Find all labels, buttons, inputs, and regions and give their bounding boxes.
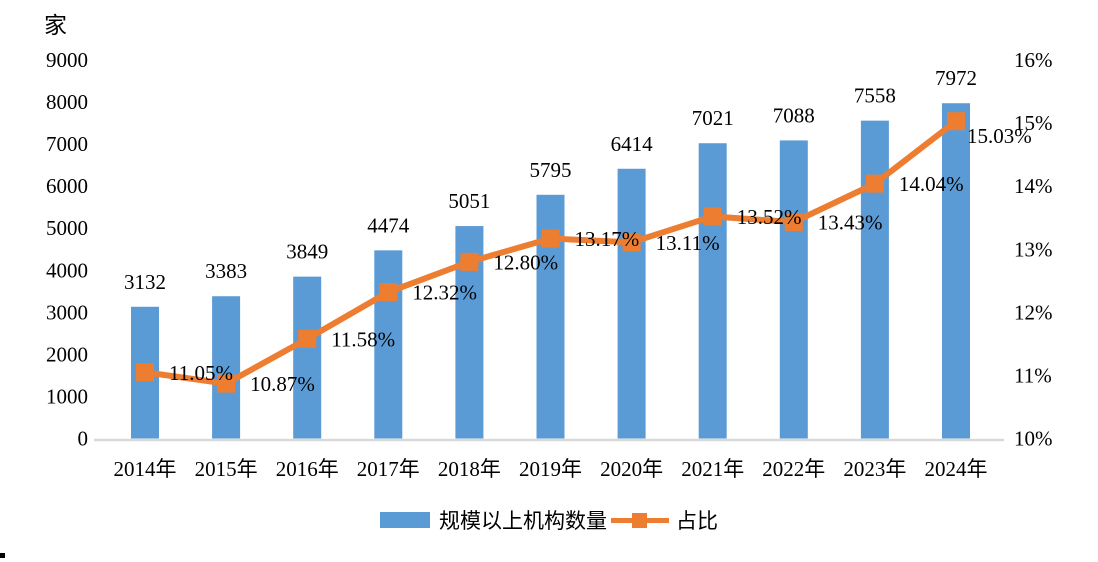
line-square-marker <box>217 374 236 393</box>
line-value-label: 14.04% <box>899 172 964 196</box>
line-square-marker <box>136 363 154 382</box>
x-axis-category-label: 2014年 <box>114 457 177 481</box>
line-square-marker <box>298 329 317 348</box>
left-axis-tick-label: 7000 <box>46 132 88 156</box>
x-axis-category-label: 2023年 <box>843 457 906 481</box>
bar-2024年 <box>942 103 970 439</box>
legend-item-bar-series: 规模以上机构数量 <box>380 505 607 535</box>
left-axis-unit-label: 家 <box>44 13 67 38</box>
x-axis-category-label: 2015年 <box>195 457 258 481</box>
line-series-label: 占比 <box>676 509 718 533</box>
right-axis-tick-label: 13% <box>1014 237 1053 261</box>
x-axis-category-label: 2018年 <box>438 457 501 481</box>
line-swatch-square-marker <box>632 512 647 528</box>
x-axis-category-label: 2022年 <box>762 457 825 481</box>
x-axis-category-label: 2016年 <box>276 457 339 481</box>
left-axis-tick-label: 2000 <box>46 342 88 366</box>
bar-value-label: 3383 <box>205 259 247 283</box>
bar-value-label: 6414 <box>611 132 654 156</box>
bar-value-label: 5795 <box>530 158 572 182</box>
line-value-label: 12.80% <box>493 250 558 274</box>
bar-value-label: 7088 <box>773 103 815 127</box>
left-axis-tick-label: 9000 <box>46 48 88 72</box>
bar-value-label: 3849 <box>286 240 328 264</box>
bar-2016年 <box>293 276 322 439</box>
bar-2023年 <box>860 120 889 439</box>
left-axis-tick-label: 4000 <box>46 258 88 282</box>
x-axis-category-label: 2017年 <box>357 457 420 481</box>
left-axis-tick-label: 6000 <box>46 174 88 198</box>
bar-value-label: 7558 <box>854 84 896 108</box>
line-value-label: 13.43% <box>818 211 883 235</box>
bar-2021年 <box>698 143 727 439</box>
line-value-label: 15.03% <box>967 124 1032 148</box>
line-square-marker <box>379 283 398 302</box>
right-axis-tick-label: 11% <box>1014 363 1052 387</box>
bar-value-label: 3132 <box>124 270 166 294</box>
line-series-swatch <box>611 511 669 530</box>
line-value-label: 10.87% <box>250 372 315 396</box>
line-value-label: 13.11% <box>656 231 720 255</box>
bar-2017年 <box>374 250 403 439</box>
bar-value-label: 7021 <box>692 106 734 130</box>
line-square-marker <box>784 213 803 232</box>
bar-value-label: 7972 <box>935 66 977 90</box>
right-axis-tick-label: 10% <box>1014 427 1053 451</box>
line-value-label: 11.05% <box>169 361 233 385</box>
line-square-marker <box>460 252 479 271</box>
line-value-label: 11.58% <box>331 327 395 351</box>
left-axis-tick-label: 3000 <box>46 300 88 324</box>
bar-value-label: 4474 <box>367 213 410 237</box>
line-square-marker <box>541 229 560 248</box>
corner-artifact <box>0 553 5 558</box>
line-value-label: 12.32% <box>412 281 477 305</box>
right-axis-tick-label: 16% <box>1014 48 1053 72</box>
bar-2015年 <box>212 296 241 439</box>
bar-2020年 <box>617 168 646 439</box>
line-square-marker <box>865 174 884 193</box>
right-axis-tick-label: 14% <box>1014 174 1053 198</box>
right-axis-tick-label: 15% <box>1014 111 1053 135</box>
x-axis-category-label: 2024年 <box>925 457 988 481</box>
bar-series-swatch <box>380 512 430 528</box>
right-axis-tick-label: 12% <box>1014 300 1053 324</box>
line-value-label: 13.52% <box>737 205 802 229</box>
legend-item-line-series: 占比 <box>607 505 718 535</box>
x-axis-category-label: 2020年 <box>600 457 663 481</box>
bar-series-label: 规模以上机构数量 <box>439 509 607 533</box>
bar-value-label: 5051 <box>448 189 490 213</box>
left-axis-tick-label: 0 <box>78 427 89 451</box>
left-axis-tick-label: 8000 <box>46 90 88 114</box>
legend: 规模以上机构数量 占比 <box>0 505 1098 535</box>
line-square-marker <box>947 112 965 131</box>
line-square-marker <box>622 233 641 252</box>
x-axis-category-label: 2021年 <box>681 457 744 481</box>
left-axis-tick-label: 1000 <box>46 384 88 408</box>
line-value-label: 13.17% <box>575 227 640 251</box>
x-axis-category-label: 2019年 <box>519 457 582 481</box>
line-square-marker <box>703 207 722 226</box>
bar-2022年 <box>779 140 808 439</box>
left-axis-tick-label: 5000 <box>46 216 88 240</box>
